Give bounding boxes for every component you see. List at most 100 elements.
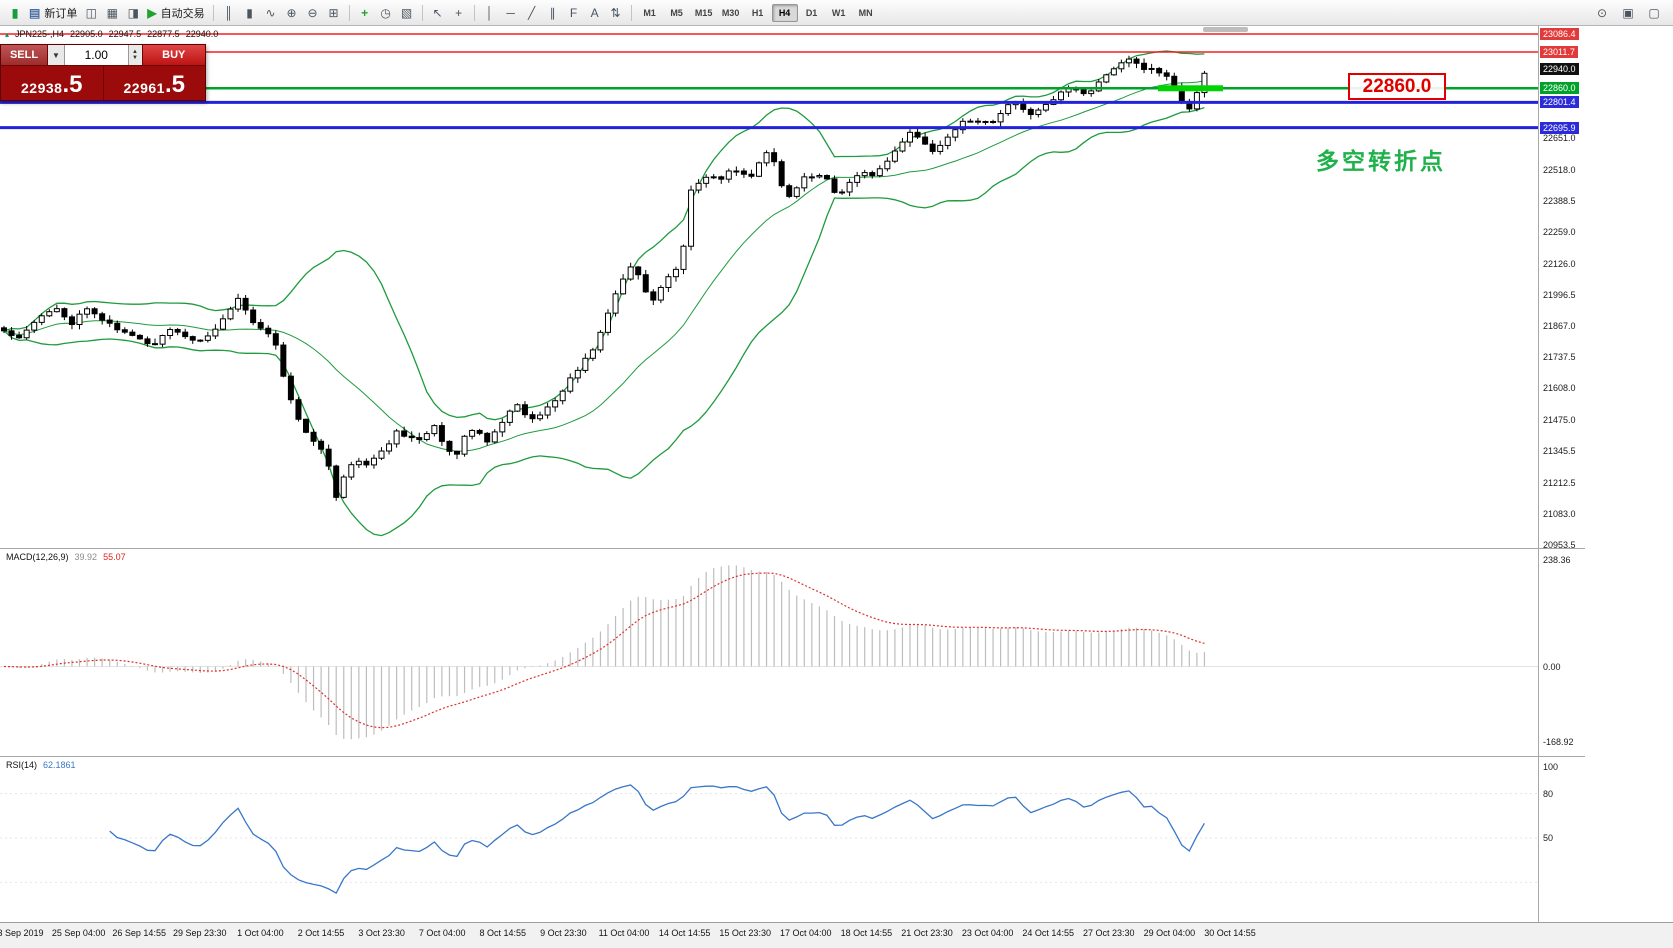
time-axis-label: 23 Oct 04:00 bbox=[961, 928, 1014, 938]
annotation-note[interactable]: 多空转折点 bbox=[1316, 148, 1446, 174]
rsi-panel-separator[interactable] bbox=[0, 756, 1585, 757]
market-watch-icon: ◨ bbox=[127, 5, 140, 20]
price-tick-label: 21345.5 bbox=[1543, 446, 1576, 457]
profiles-button[interactable]: ▦ bbox=[102, 3, 122, 23]
autotrading-icon: ▶ bbox=[147, 5, 157, 20]
rsi-axis-label: 80 bbox=[1543, 788, 1554, 799]
macd-axis-label: -168.92 bbox=[1543, 737, 1574, 747]
app-chart-icon: ▮ bbox=[11, 5, 19, 20]
time-axis-label: 23 Sep 2019 bbox=[0, 928, 44, 938]
autotrading-button[interactable]: ▶ 自动交易 bbox=[144, 3, 207, 23]
time-axis-label: 1 Oct 04:00 bbox=[237, 928, 284, 938]
crosshair-button[interactable]: + bbox=[449, 3, 469, 23]
zoom-in-icon: ⊕ bbox=[286, 5, 297, 20]
timeframe-h1[interactable]: H1 bbox=[751, 7, 764, 18]
fibonacci-button[interactable]: F bbox=[564, 3, 584, 23]
periods-button[interactable]: ◷ bbox=[376, 3, 396, 23]
bollinger-bands bbox=[3, 50, 1205, 537]
price-axis[interactable]: 22651.0 22518.0 22388.5 22259.0 22126.0 21996… bbox=[1539, 26, 1673, 922]
indicators-button[interactable]: + bbox=[355, 3, 375, 23]
volume-input[interactable]: 1.00 bbox=[65, 45, 128, 65]
charts-grid-button[interactable]: ◫ bbox=[81, 3, 101, 23]
data-window-icon[interactable]: ▣ bbox=[1618, 3, 1638, 23]
stepper-down-icon: ▼ bbox=[132, 55, 138, 61]
rsi-indicator-label: RSI(14) 62.1861 bbox=[6, 760, 76, 770]
price-callout-box[interactable]: 22860.0 bbox=[1348, 73, 1446, 100]
buy-button[interactable]: BUY bbox=[142, 45, 205, 65]
price-chart-canvas[interactable] bbox=[0, 0, 1538, 948]
zoom-in-button[interactable]: ⊕ bbox=[282, 3, 302, 23]
timeframe-mn[interactable]: MN bbox=[858, 7, 873, 18]
level-lines bbox=[0, 33, 1538, 130]
rsi-name: RSI(14) bbox=[6, 760, 38, 770]
timeframe-m15[interactable]: M15 bbox=[694, 7, 713, 18]
one-click-trade-panel: SELL ▼ 1.00 ▲ ▼ BUY 22938 .5 22961 .5 bbox=[0, 44, 206, 101]
trendline-button[interactable]: ╱ bbox=[522, 3, 542, 23]
macd-main-value: 39.92 bbox=[74, 552, 98, 562]
volume-stepper[interactable]: ▲ ▼ bbox=[127, 45, 143, 65]
text-button[interactable]: A bbox=[585, 3, 605, 23]
rsi-axis-label: 100 bbox=[1543, 761, 1559, 772]
time-axis-label: 26 Sep 14:55 bbox=[112, 928, 166, 938]
horizontal-line-icon: ─ bbox=[506, 5, 515, 20]
order-type-dropdown[interactable]: ▼ bbox=[48, 45, 65, 65]
timeframe-d1[interactable]: D1 bbox=[805, 7, 818, 18]
price-tick-label: 22388.5 bbox=[1543, 196, 1576, 207]
bar-chart-icon: ║ bbox=[224, 5, 233, 20]
time-axis[interactable]: 23 Sep 2019 25 Sep 04:00 26 Sep 14:55 29 Se… bbox=[0, 922, 1673, 948]
stepper-up-icon: ▲ bbox=[132, 49, 138, 55]
line-chart-button[interactable]: ∿ bbox=[261, 3, 281, 23]
sell-price-display[interactable]: 22938 .5 bbox=[1, 66, 104, 100]
cursor-button[interactable]: ↖ bbox=[428, 3, 448, 23]
pivot-highlight-segment[interactable] bbox=[1158, 85, 1223, 92]
sell-price-main: 22938 bbox=[21, 80, 63, 96]
macd-histogram bbox=[0, 565, 1538, 740]
macd-panel-separator[interactable] bbox=[0, 548, 1585, 549]
timeframe-m30[interactable]: M30 bbox=[721, 7, 740, 18]
timeframe-h4[interactable]: H4 bbox=[771, 3, 798, 22]
data-window-icon: ▣ bbox=[1622, 5, 1634, 20]
timeframe-m5[interactable]: M5 bbox=[670, 7, 683, 18]
search-icon[interactable]: ⊙ bbox=[1592, 3, 1612, 23]
arrows-button[interactable]: ⇅ bbox=[606, 3, 626, 23]
tile-windows-icon: ⊞ bbox=[328, 5, 339, 20]
horizontal-line-button[interactable]: ─ bbox=[501, 3, 521, 23]
time-axis-label: 2 Oct 14:55 bbox=[297, 928, 345, 938]
fibonacci-icon: F bbox=[569, 5, 578, 20]
new-order-button[interactable]: ▤ 新订单 bbox=[26, 3, 80, 23]
rsi-axis-label: 50 bbox=[1543, 833, 1554, 843]
chart-symbol-period: JPN225-,H4 bbox=[15, 29, 65, 39]
chart-open-value: 22905.0 bbox=[70, 29, 103, 39]
sell-button[interactable]: SELL bbox=[1, 45, 48, 65]
app-chart-button[interactable]: ▮ bbox=[5, 3, 25, 23]
buy-price-display[interactable]: 22961 .5 bbox=[104, 66, 206, 100]
vertical-line-button[interactable]: │ bbox=[480, 3, 500, 23]
trendline-icon: ╱ bbox=[527, 5, 536, 20]
time-axis-label: 15 Oct 23:30 bbox=[719, 928, 771, 938]
time-axis-label: 7 Oct 04:00 bbox=[418, 928, 466, 938]
channel-icon: ∥ bbox=[549, 5, 556, 20]
candles bbox=[1, 55, 1208, 501]
buy-price-pips: .5 bbox=[164, 71, 185, 98]
crosshair-icon: + bbox=[455, 5, 463, 20]
sell-price-pips: .5 bbox=[62, 71, 83, 98]
zoom-out-button[interactable]: ⊖ bbox=[303, 3, 323, 23]
chart-high-value: 22947.5 bbox=[108, 29, 142, 39]
bar-chart-button[interactable]: ║ bbox=[219, 3, 239, 23]
tile-windows-button[interactable]: ⊞ bbox=[324, 3, 344, 23]
time-axis-label: 25 Sep 04:00 bbox=[51, 928, 106, 938]
vertical-line-icon: │ bbox=[485, 5, 494, 20]
toolbar-separator bbox=[630, 4, 632, 21]
candlestick-chart-button[interactable]: ▮ bbox=[240, 3, 260, 23]
navigator-icon[interactable]: ▢ bbox=[1644, 3, 1664, 23]
price-tick-label: 21212.5 bbox=[1543, 477, 1576, 488]
macd-axis-label: 0.00 bbox=[1543, 661, 1561, 672]
cursor-icon: ↖ bbox=[432, 5, 443, 20]
chart-scrollbar[interactable] bbox=[1203, 27, 1248, 32]
timeframe-w1[interactable]: W1 bbox=[831, 7, 846, 18]
timeframe-m1[interactable]: M1 bbox=[643, 7, 656, 18]
market-watch-button[interactable]: ◨ bbox=[123, 3, 143, 23]
templates-button[interactable]: ▧ bbox=[397, 3, 417, 23]
channel-button[interactable]: ∥ bbox=[543, 3, 563, 23]
price-tick-label: 22518.0 bbox=[1543, 165, 1576, 176]
